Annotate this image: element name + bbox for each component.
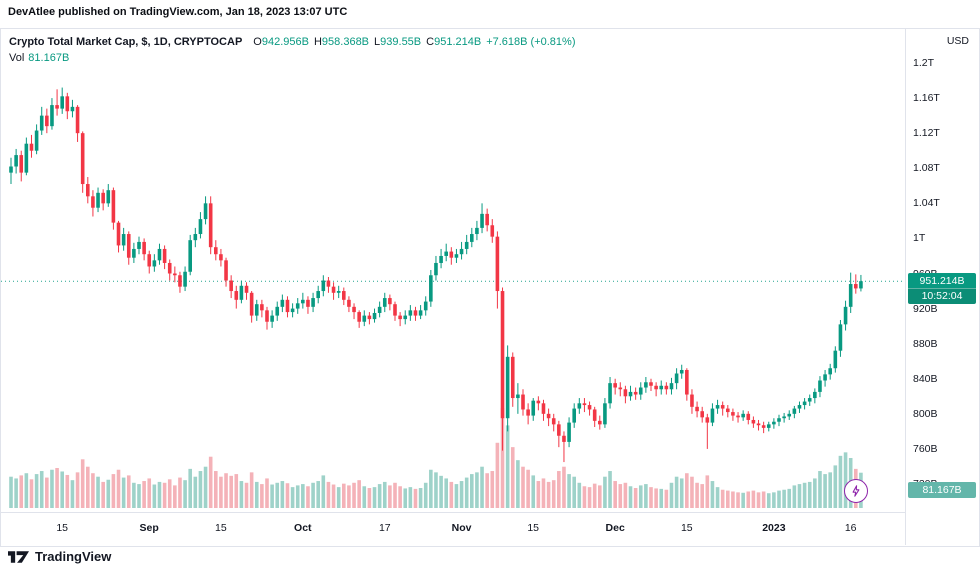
boost-button[interactable]: [844, 479, 868, 503]
close-label: C: [426, 36, 435, 48]
high-label: H: [313, 36, 322, 48]
x-axis-tick: Oct: [294, 522, 312, 534]
x-axis-tick: Dec: [605, 522, 625, 534]
y-axis-tick: 1.2T: [913, 57, 935, 69]
change-value: +7.618B (+0.81%): [486, 36, 576, 48]
y-axis-tick: 880B: [913, 337, 938, 350]
y-axis-tick: 1.04T: [913, 197, 940, 210]
y-axis-tick: 840B: [913, 372, 938, 385]
bar-countdown: 10:52:04: [908, 288, 976, 305]
y-axis-tick: 1.12T: [913, 127, 940, 140]
volume-value: 81.167B: [28, 52, 70, 64]
x-axis-tick: 16: [844, 522, 857, 534]
close-value: 951.214B: [434, 36, 482, 48]
y-axis-tick: 1.08T: [913, 162, 940, 175]
volume-label: Vol: [9, 52, 25, 64]
chart-container: Crypto Total Market Cap, $, 1D, CRYPTOCA…: [0, 28, 980, 547]
currency-label: USD: [946, 35, 969, 47]
low-value: 939.55B: [380, 36, 422, 48]
candles: [9, 87, 863, 463]
high-value: 958.368B: [321, 36, 370, 48]
y-axis-tick: 1T: [913, 232, 926, 245]
tradingview-logo-icon: [8, 550, 29, 564]
x-axis-tick: 15: [215, 522, 227, 534]
y-axis-tick: 1.16T: [913, 92, 940, 105]
candlestick-plot[interactable]: [1, 29, 905, 512]
y-axis-tick: 760B: [913, 442, 938, 455]
x-axis-tick: 15: [56, 522, 69, 534]
x-axis-tick: 17: [378, 522, 391, 534]
publish-info: DevAtlee published on TradingView.com, J…: [8, 6, 348, 18]
x-axis-tick: 15: [680, 522, 693, 534]
x-axis-tick: Sep: [139, 522, 159, 534]
open-value: 942.956B: [261, 36, 309, 48]
y-axis-tick: 800B: [913, 407, 938, 420]
price-axis[interactable]: USD 951.214B 10:52:04 81.167B 1.2T 1.16T 1…: [905, 29, 978, 545]
chart-legend: Crypto Total Market Cap, $, 1D, CRYPTOCA…: [9, 36, 576, 48]
x-axis-tick: 15: [527, 522, 540, 534]
volume-axis-badge: 81.167B: [908, 482, 976, 498]
volume-bars: [9, 408, 863, 508]
low-label: L: [374, 36, 381, 48]
x-axis-tick: 2023: [762, 522, 786, 534]
tradingview-wordmark: TradingView: [35, 549, 112, 564]
x-axis-tick: Nov: [451, 522, 472, 534]
volume-legend: Vol 81.167B: [9, 52, 69, 64]
last-price-value: 951.214B: [908, 273, 976, 289]
lightning-icon: [849, 484, 863, 498]
last-price-badge: 951.214B 10:52:04: [908, 273, 976, 305]
tradingview-attribution[interactable]: TradingView: [8, 549, 111, 564]
y-axis-tick: 920B: [913, 302, 938, 315]
symbol-title[interactable]: Crypto Total Market Cap, $, 1D, CRYPTOCA…: [9, 36, 243, 48]
open-label: O: [253, 36, 262, 48]
time-axis[interactable]: 15 Sep 15 Oct 17 Nov 15 Dec 15 2023 16: [1, 512, 905, 546]
